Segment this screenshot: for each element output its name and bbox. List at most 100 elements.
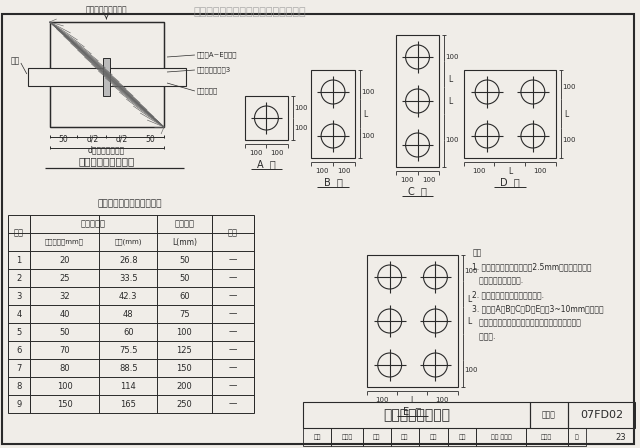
- Text: d/2: d/2: [86, 134, 99, 143]
- Text: 3. 密闭肋A、B、C、D、E型为3~10mm厚的热镀: 3. 密闭肋A、B、C、D、E型为3~10mm厚的热镀: [472, 304, 604, 313]
- Text: 100: 100: [562, 84, 575, 90]
- Bar: [464, 70, 556, 158]
- Bar: [526, 428, 568, 446]
- Bar: [396, 35, 440, 167]
- Text: 100: 100: [294, 125, 308, 131]
- Text: 75: 75: [179, 310, 189, 319]
- Text: 25: 25: [60, 273, 70, 283]
- Text: 100: 100: [400, 177, 413, 183]
- Text: L: L: [448, 74, 452, 83]
- Text: 50: 50: [60, 327, 70, 336]
- Text: 100: 100: [177, 327, 192, 336]
- Text: E  型: E 型: [403, 406, 422, 416]
- Bar: [28, 68, 186, 86]
- Text: L(mm): L(mm): [172, 237, 197, 246]
- Text: 备注: 备注: [228, 228, 237, 237]
- Bar: [476, 428, 526, 446]
- Text: 管距尺寸: 管距尺寸: [175, 220, 195, 228]
- Text: —: —: [228, 345, 237, 354]
- Text: L: L: [467, 294, 471, 303]
- Text: 1: 1: [16, 255, 22, 264]
- Bar: [8, 215, 30, 251]
- Text: 标准总: 标准总: [341, 434, 353, 440]
- Text: 2. 防护密闭穿墙管需另加抗力片.: 2. 防护密闭穿墙管需另加抗力片.: [472, 290, 544, 299]
- Text: L: L: [410, 396, 415, 405]
- Text: 50: 50: [145, 134, 155, 143]
- Text: 100: 100: [465, 268, 478, 274]
- Text: 页: 页: [575, 434, 579, 440]
- Text: —: —: [228, 363, 237, 372]
- Text: 100: 100: [533, 168, 547, 174]
- Text: B  型: B 型: [324, 177, 342, 187]
- Text: L: L: [364, 109, 368, 119]
- Text: C  型: C 型: [408, 186, 427, 196]
- Text: 100: 100: [361, 89, 374, 95]
- Bar: [244, 96, 288, 140]
- Text: 穿墙管密闭肋详图: 穿墙管密闭肋详图: [383, 408, 450, 422]
- Text: 42.3: 42.3: [119, 292, 138, 301]
- Text: 4: 4: [16, 310, 22, 319]
- Text: D  型: D 型: [500, 177, 520, 187]
- Text: 序号: 序号: [14, 228, 24, 237]
- Text: —: —: [228, 327, 237, 336]
- Text: 热镀锌钢管: 热镀锌钢管: [197, 88, 218, 95]
- Text: 100: 100: [422, 177, 435, 183]
- Text: L: L: [508, 167, 512, 176]
- Text: 临空墙、防护密闭墙: 临空墙、防护密闭墙: [86, 5, 127, 14]
- Text: —: —: [228, 400, 237, 409]
- Text: 50: 50: [59, 134, 68, 143]
- Text: A  型: A 型: [257, 159, 276, 169]
- Text: 100: 100: [271, 150, 284, 156]
- Text: 100: 100: [57, 382, 72, 391]
- Bar: [212, 215, 253, 251]
- Text: 6: 6: [16, 345, 22, 354]
- Bar: [419, 428, 449, 446]
- Text: L: L: [564, 109, 569, 119]
- Text: 70: 70: [60, 345, 70, 354]
- Bar: [530, 402, 568, 428]
- Text: 100: 100: [337, 168, 351, 174]
- Text: 图案号: 图案号: [542, 410, 556, 419]
- Bar: [28, 68, 186, 86]
- Text: 穿墙管密闭肋示意图: 穿墙管密闭肋示意图: [78, 156, 134, 166]
- Text: 100: 100: [472, 168, 486, 174]
- Text: —: —: [228, 273, 237, 283]
- Text: 125: 125: [177, 345, 192, 354]
- Text: 锌钢板，与热镀锌钢管双面焊接，同时应与结构钢: 锌钢板，与热镀锌钢管双面焊接，同时应与结构钢: [472, 318, 581, 327]
- Text: 150: 150: [177, 363, 192, 372]
- Text: 8: 8: [16, 382, 22, 391]
- Text: 165: 165: [120, 400, 136, 409]
- Text: 60: 60: [123, 327, 134, 336]
- Text: 管道数量由设计确定.: 管道数量由设计确定.: [472, 276, 524, 285]
- Bar: [390, 428, 419, 446]
- Text: 9: 9: [16, 400, 22, 409]
- Text: 5: 5: [16, 327, 22, 336]
- Text: 外径(mm): 外径(mm): [115, 239, 142, 246]
- Text: d/2: d/2: [115, 134, 127, 143]
- Text: 100: 100: [375, 397, 388, 403]
- Bar: [50, 22, 164, 127]
- Text: —: —: [228, 292, 237, 301]
- Text: L: L: [448, 96, 452, 105]
- Text: 热镀锌钢管: 热镀锌钢管: [81, 220, 106, 228]
- Text: —: —: [228, 310, 237, 319]
- Text: —: —: [228, 255, 237, 264]
- Bar: [568, 402, 636, 428]
- Text: 校对: 校对: [401, 434, 408, 440]
- Text: 审核: 审核: [314, 434, 321, 440]
- Text: 07FD02: 07FD02: [580, 410, 623, 420]
- Bar: [367, 255, 458, 387]
- Text: 100: 100: [361, 133, 374, 139]
- Text: 批准: 批准: [373, 434, 381, 440]
- Text: —: —: [228, 382, 237, 391]
- Text: 50: 50: [179, 273, 189, 283]
- Text: 80: 80: [60, 363, 70, 372]
- Text: 40: 40: [60, 310, 70, 319]
- Text: 100: 100: [249, 150, 262, 156]
- Text: 密闭肋材料见注3: 密闭肋材料见注3: [197, 67, 231, 73]
- Text: 100: 100: [436, 397, 449, 403]
- Text: 32: 32: [60, 292, 70, 301]
- Text: 250: 250: [177, 400, 192, 409]
- Text: 26.8: 26.8: [119, 255, 138, 264]
- Bar: [363, 428, 390, 446]
